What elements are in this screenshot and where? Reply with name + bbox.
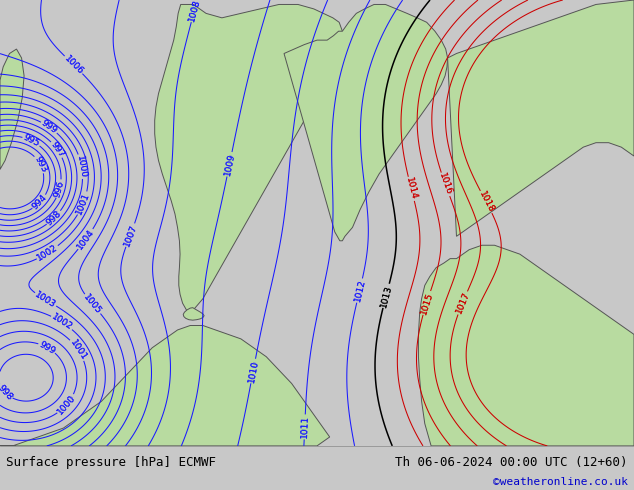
Text: 993: 993 [32, 154, 48, 174]
Text: 995: 995 [22, 133, 41, 148]
Polygon shape [0, 49, 24, 170]
Text: 996: 996 [53, 179, 66, 198]
Text: 1005: 1005 [82, 292, 103, 316]
Text: 1001: 1001 [68, 338, 88, 362]
Text: 995: 995 [22, 133, 41, 148]
Text: ©weatheronline.co.uk: ©weatheronline.co.uk [493, 477, 628, 487]
Text: 998: 998 [0, 383, 14, 402]
Text: 1017: 1017 [454, 291, 471, 315]
Text: 1016: 1016 [437, 172, 453, 197]
Text: 997: 997 [49, 140, 66, 159]
Text: 1000: 1000 [75, 154, 88, 179]
Text: 1014: 1014 [404, 177, 418, 201]
Text: 1017: 1017 [454, 291, 471, 315]
Text: 1000: 1000 [56, 393, 77, 416]
Polygon shape [448, 0, 634, 236]
Text: 1013: 1013 [379, 284, 393, 308]
Text: 1006: 1006 [62, 53, 85, 76]
Text: 1005: 1005 [82, 292, 103, 316]
Text: 1000: 1000 [56, 393, 77, 416]
Text: 1006: 1006 [62, 53, 85, 76]
Text: 1004: 1004 [75, 227, 96, 251]
Text: 1001: 1001 [75, 191, 91, 216]
Text: 999: 999 [39, 119, 59, 136]
Text: 1001: 1001 [68, 338, 88, 362]
Text: 1002: 1002 [36, 243, 60, 263]
Text: 1011: 1011 [300, 415, 310, 439]
Text: 1013: 1013 [379, 284, 393, 308]
Text: 1012: 1012 [353, 278, 366, 303]
Text: 1014: 1014 [404, 177, 418, 201]
Text: 1012: 1012 [353, 278, 366, 303]
Text: 1009: 1009 [223, 152, 236, 176]
Text: 1004: 1004 [75, 227, 96, 251]
Text: 1007: 1007 [122, 223, 138, 247]
Text: 998: 998 [0, 383, 14, 402]
Text: Surface pressure [hPa] ECMWF: Surface pressure [hPa] ECMWF [6, 456, 216, 469]
Text: 1015: 1015 [419, 291, 434, 315]
Text: 1010: 1010 [247, 359, 260, 383]
Text: 999: 999 [37, 340, 57, 356]
Text: 999: 999 [37, 340, 57, 356]
Text: 1011: 1011 [300, 415, 310, 439]
Text: Th 06-06-2024 00:00 UTC (12+60): Th 06-06-2024 00:00 UTC (12+60) [395, 456, 628, 469]
Text: 1018: 1018 [477, 190, 496, 214]
Text: 1016: 1016 [437, 172, 453, 197]
Text: 1002: 1002 [36, 243, 60, 263]
Text: 1000: 1000 [75, 154, 88, 179]
Text: 998: 998 [45, 209, 63, 227]
Text: 993: 993 [32, 154, 48, 174]
Polygon shape [155, 4, 344, 312]
Text: 1015: 1015 [419, 291, 434, 315]
Text: 1010: 1010 [247, 359, 260, 383]
Text: 994: 994 [30, 193, 49, 212]
Text: 1018: 1018 [477, 190, 496, 214]
Text: 1007: 1007 [122, 223, 138, 247]
Text: 1001: 1001 [75, 191, 91, 216]
Text: 1009: 1009 [223, 152, 236, 176]
Text: 998: 998 [45, 209, 63, 227]
Text: 999: 999 [39, 119, 59, 136]
Text: 1003: 1003 [34, 290, 58, 309]
Polygon shape [284, 4, 448, 241]
Text: 1008: 1008 [187, 0, 202, 23]
Text: 1003: 1003 [34, 290, 58, 309]
Polygon shape [183, 308, 204, 320]
Text: 997: 997 [49, 140, 66, 159]
Text: 1002: 1002 [50, 312, 74, 332]
Text: 994: 994 [30, 193, 49, 212]
Text: 1008: 1008 [187, 0, 202, 23]
Text: 996: 996 [53, 179, 66, 198]
Polygon shape [0, 325, 330, 446]
Polygon shape [418, 245, 634, 446]
Text: 1002: 1002 [50, 312, 74, 332]
